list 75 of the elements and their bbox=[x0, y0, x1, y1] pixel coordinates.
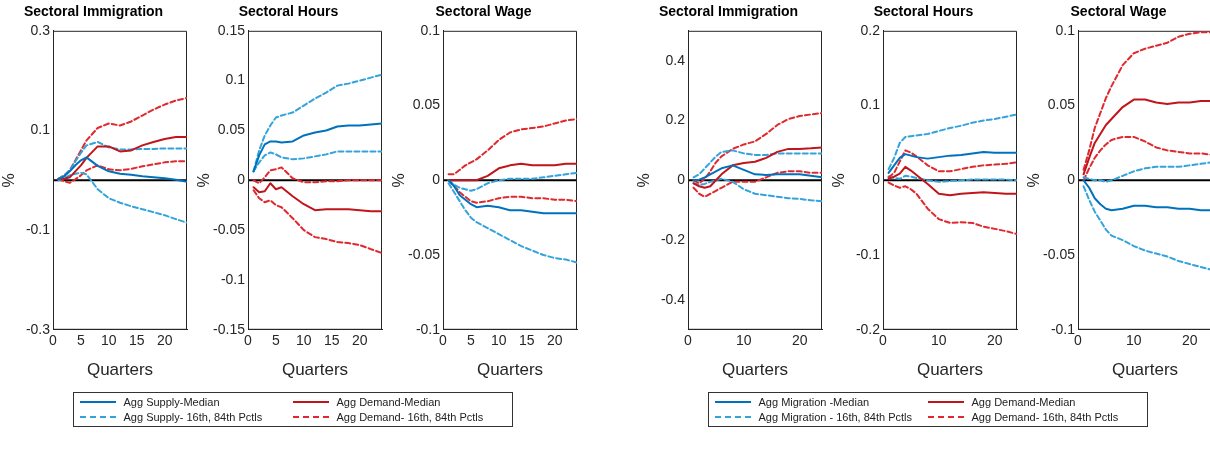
y-tick-label: 0.4 bbox=[665, 51, 686, 68]
y-tick-label: -0.2 bbox=[855, 320, 881, 337]
legend-label: Agg Migration - 16th, 84th Pctls bbox=[758, 411, 912, 423]
y-tick-label: -0.1 bbox=[415, 320, 441, 337]
y-tick-label: 0.1 bbox=[1055, 21, 1076, 38]
y-axis-title: % bbox=[0, 173, 18, 188]
x-tick-label: 20 bbox=[351, 332, 368, 349]
x-tick-label: 10 bbox=[101, 332, 117, 349]
chart-title: Sectoral Immigration bbox=[23, 3, 164, 20]
x-tick-label: 5 bbox=[77, 332, 86, 349]
legend-label: Agg Demand-Median bbox=[971, 396, 1076, 408]
y-tick-label: 0 bbox=[677, 171, 686, 188]
y-tick-label: 0 bbox=[237, 171, 246, 188]
y-tick-label: -0.1 bbox=[25, 220, 51, 237]
y-tick-label: 0.3 bbox=[30, 21, 51, 38]
y-axis-title: % bbox=[195, 173, 213, 188]
chart-title: Sectoral Immigration bbox=[658, 3, 799, 20]
x-tick-label: 15 bbox=[518, 332, 535, 349]
x-tick-label: 5 bbox=[272, 332, 281, 349]
y-tick-label: -0.15 bbox=[213, 320, 246, 337]
x-tick-label: 5 bbox=[467, 332, 476, 349]
y-tick-label: -0.05 bbox=[1043, 245, 1076, 262]
legend-label: Agg Supply- 16th, 84th Pctls bbox=[123, 411, 263, 423]
x-tick-label: 20 bbox=[986, 332, 1003, 349]
y-tick-label: 0.1 bbox=[420, 21, 441, 38]
legend-label: Agg Supply-Median bbox=[123, 396, 220, 408]
y-tick-label: 0 bbox=[872, 171, 881, 188]
x-axis-title: Quarters bbox=[86, 360, 154, 380]
y-tick-label: -0.1 bbox=[855, 245, 881, 262]
y-tick-label: 0 bbox=[1067, 171, 1076, 188]
chart-title: Sectoral Hours bbox=[238, 3, 339, 20]
x-tick-label: 10 bbox=[736, 332, 752, 349]
y-tick-label: 0.1 bbox=[30, 121, 51, 138]
chart-title: Sectoral Wage bbox=[1070, 3, 1167, 20]
y-tick-label: -0.1 bbox=[1050, 320, 1076, 337]
y-tick-label: 0 bbox=[432, 171, 441, 188]
y-axis-title: % bbox=[390, 173, 408, 188]
y-tick-label: 0.1 bbox=[860, 96, 881, 113]
x-tick-label: 20 bbox=[546, 332, 563, 349]
y-tick-label: -0.1 bbox=[220, 270, 246, 287]
legend-label: Agg Demand-Median bbox=[336, 396, 441, 408]
y-axis-title: % bbox=[830, 173, 848, 188]
x-axis-title: Quarters bbox=[476, 360, 544, 380]
y-tick-label: 0.15 bbox=[217, 21, 246, 38]
y-tick-label: 0.05 bbox=[217, 121, 246, 138]
x-tick-label: 20 bbox=[791, 332, 808, 349]
x-tick-label: 15 bbox=[323, 332, 340, 349]
y-axis-title: % bbox=[635, 173, 653, 188]
y-tick-label: 0.1 bbox=[225, 71, 246, 88]
y-tick-label: -0.4 bbox=[660, 290, 686, 307]
x-tick-label: 10 bbox=[931, 332, 947, 349]
chart-title: Sectoral Hours bbox=[873, 3, 974, 20]
x-tick-label: 20 bbox=[156, 332, 173, 349]
x-axis-title: Quarters bbox=[721, 360, 789, 380]
x-tick-label: 10 bbox=[491, 332, 507, 349]
x-axis-title: Quarters bbox=[916, 360, 984, 380]
x-tick-label: 15 bbox=[128, 332, 145, 349]
y-tick-label: 0.05 bbox=[1047, 96, 1076, 113]
y-tick-label: -0.05 bbox=[408, 245, 441, 262]
y-tick-label: 0.05 bbox=[412, 96, 441, 113]
legend-label: Agg Demand- 16th, 84th Pctls bbox=[971, 411, 1119, 423]
chart-title: Sectoral Wage bbox=[435, 3, 532, 20]
x-axis-title: Quarters bbox=[281, 360, 349, 380]
y-tick-label: 0.2 bbox=[860, 21, 881, 38]
x-axis-title: Quarters bbox=[1111, 360, 1179, 380]
x-tick-label: 10 bbox=[296, 332, 312, 349]
legend-label: Agg Migration -Median bbox=[758, 396, 870, 408]
y-tick-label: -0.3 bbox=[25, 320, 51, 337]
y-tick-label: 0.2 bbox=[665, 111, 686, 128]
x-tick-label: 10 bbox=[1126, 332, 1142, 349]
y-tick-label: -0.05 bbox=[213, 220, 246, 237]
legend-label: Agg Demand- 16th, 84th Pctls bbox=[336, 411, 484, 423]
x-tick-label: 20 bbox=[1181, 332, 1198, 349]
y-tick-label: -0.2 bbox=[660, 230, 686, 247]
y-axis-title: % bbox=[1025, 173, 1043, 188]
